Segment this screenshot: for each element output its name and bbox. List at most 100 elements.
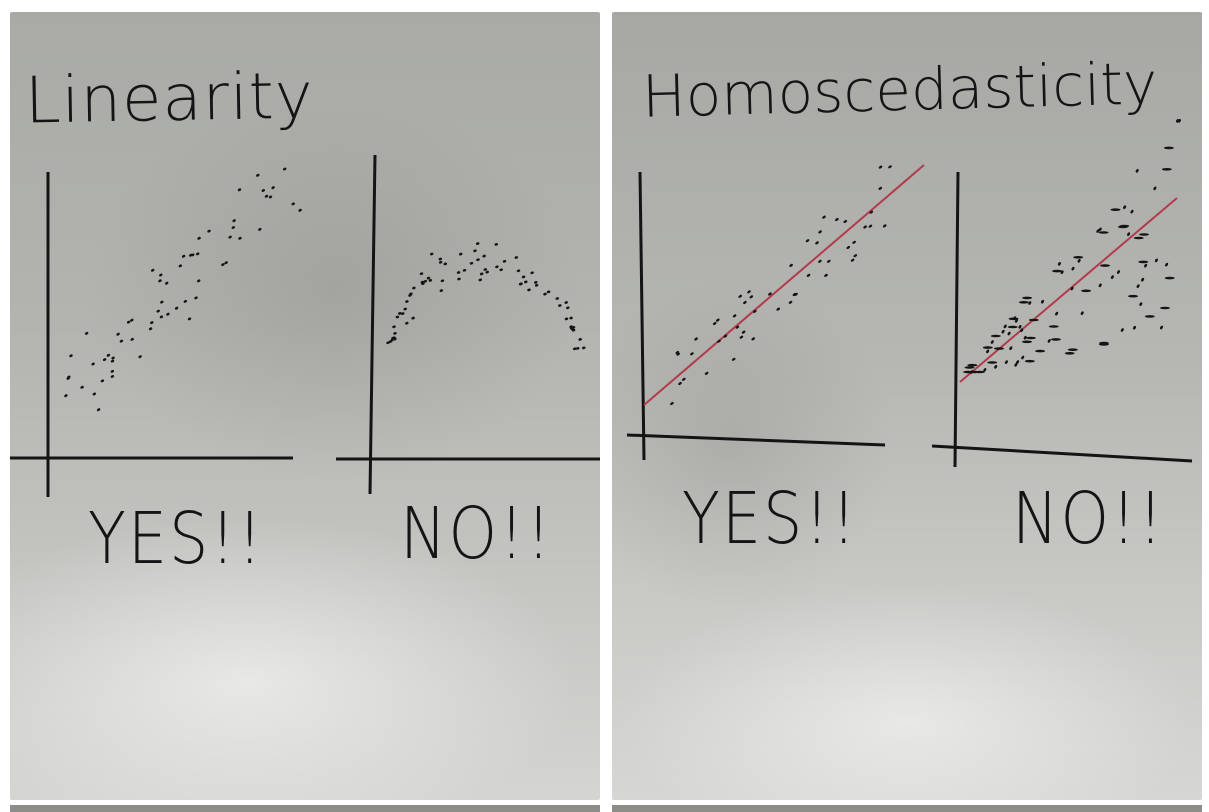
scatter-dot bbox=[1098, 283, 1102, 288]
scatter-dot bbox=[788, 300, 793, 304]
scatter-dot bbox=[690, 352, 694, 356]
scatter-dot bbox=[1139, 233, 1149, 236]
scatter-dot bbox=[843, 219, 848, 224]
scatter-dot bbox=[1035, 349, 1046, 353]
scatter-dot bbox=[69, 354, 73, 358]
scatter-dot bbox=[1110, 275, 1114, 279]
scatter-dot bbox=[1127, 232, 1131, 236]
scatter-dot bbox=[1060, 270, 1064, 275]
scatter-dot bbox=[824, 273, 828, 277]
scatter-dot bbox=[196, 252, 200, 256]
scatter-dot bbox=[572, 347, 577, 351]
scatter-dot bbox=[514, 256, 519, 259]
scatter-dot bbox=[1136, 284, 1140, 288]
scatter-dot bbox=[392, 325, 396, 329]
scatter-dot bbox=[530, 271, 534, 275]
scatter-dot bbox=[148, 327, 153, 331]
scatter-dot bbox=[868, 224, 873, 228]
scatter-dot bbox=[456, 271, 461, 274]
scatter-dot bbox=[393, 332, 397, 335]
scatter-dot bbox=[1022, 340, 1032, 344]
scatter-dot bbox=[1153, 186, 1157, 191]
scatter-dot bbox=[846, 245, 851, 250]
scatter-dot bbox=[400, 312, 405, 315]
scatter-dot bbox=[1159, 325, 1164, 330]
scatter-dot bbox=[264, 194, 269, 198]
scatter-dot bbox=[735, 325, 740, 329]
homoscedasticity-sketch bbox=[626, 118, 1193, 468]
scatter-dot bbox=[827, 259, 831, 263]
scatter-dot bbox=[994, 347, 1004, 350]
scatter-dot bbox=[398, 312, 402, 315]
scatter-dot bbox=[438, 260, 443, 264]
homoscedasticity-no-label: NO!! bbox=[1012, 476, 1165, 561]
scatter-dot bbox=[1004, 360, 1008, 364]
scatter-dot bbox=[1050, 338, 1061, 341]
scatter-dot bbox=[852, 240, 856, 244]
scatter-dot bbox=[443, 262, 448, 266]
scatter-dot bbox=[228, 235, 232, 239]
scatter-dot bbox=[151, 268, 155, 272]
scatter-dot bbox=[183, 299, 187, 303]
scatter-dot bbox=[1014, 318, 1018, 323]
scatter-dot bbox=[1001, 329, 1005, 334]
scatter-dot bbox=[1164, 276, 1175, 280]
scatter-dot bbox=[476, 258, 480, 262]
scatter-dot bbox=[502, 259, 507, 263]
scatter-dot bbox=[678, 381, 682, 386]
scatter-dot bbox=[534, 281, 538, 284]
no-plot-y-axis bbox=[953, 171, 960, 468]
scatter-dot bbox=[116, 332, 120, 336]
scatter-dot bbox=[426, 276, 431, 280]
scatter-dot bbox=[187, 317, 192, 321]
linearity-yes-label: YES!! bbox=[88, 496, 265, 581]
scatter-dot bbox=[970, 370, 974, 374]
scatter-dot bbox=[1023, 335, 1027, 340]
scatter-dot bbox=[485, 270, 489, 274]
scatter-dot bbox=[405, 321, 409, 325]
scatter-dot bbox=[1014, 362, 1018, 367]
scatter-dot bbox=[231, 226, 235, 229]
scatter-dot bbox=[1067, 348, 1078, 352]
whiteboard-right: Homoscedasticity YES!! NO!! bbox=[612, 12, 1202, 800]
scatter-dot bbox=[675, 350, 680, 355]
scatter-dot bbox=[221, 263, 225, 267]
scatter-dot bbox=[967, 363, 978, 367]
scatter-dot bbox=[159, 315, 164, 319]
scatter-dot bbox=[1013, 316, 1017, 320]
scatter-dot bbox=[564, 301, 568, 304]
scatter-dot bbox=[555, 297, 560, 300]
scatter-dot bbox=[256, 173, 260, 177]
scatter-dot bbox=[478, 278, 483, 282]
scatter-dot bbox=[964, 366, 975, 369]
scatter-dot bbox=[91, 362, 95, 366]
scatter-dot bbox=[1135, 168, 1139, 173]
scatter-dot bbox=[469, 261, 474, 265]
scatter-dot bbox=[521, 275, 526, 279]
scatter-dot bbox=[1110, 208, 1121, 211]
scatter-dot bbox=[1020, 328, 1024, 333]
scatter-dot bbox=[395, 315, 400, 319]
scatter-dot bbox=[482, 254, 486, 258]
scatter-dot bbox=[1021, 355, 1025, 360]
scatter-dot bbox=[670, 401, 674, 406]
scatter-dot bbox=[805, 239, 810, 243]
scatter-dot bbox=[238, 236, 242, 240]
scatter-dot bbox=[106, 353, 111, 357]
scatter-dot bbox=[682, 377, 686, 381]
scatter-dot bbox=[516, 269, 521, 273]
scatter-dot bbox=[1055, 311, 1059, 316]
scatter-dot bbox=[207, 229, 211, 233]
scatter-dot bbox=[1081, 289, 1092, 293]
scatter-dot bbox=[194, 296, 198, 300]
scatter-dot bbox=[566, 306, 570, 310]
scatter-dot bbox=[92, 392, 96, 396]
scatter-dot bbox=[462, 268, 467, 272]
scatter-dot bbox=[983, 368, 987, 372]
scatter-dot bbox=[1123, 205, 1127, 210]
scatter-dot bbox=[110, 375, 115, 378]
scatter-dot bbox=[1165, 262, 1169, 267]
scatter-dot bbox=[1144, 315, 1155, 318]
scatter-dot bbox=[704, 371, 709, 375]
scatter-dot bbox=[403, 307, 407, 311]
